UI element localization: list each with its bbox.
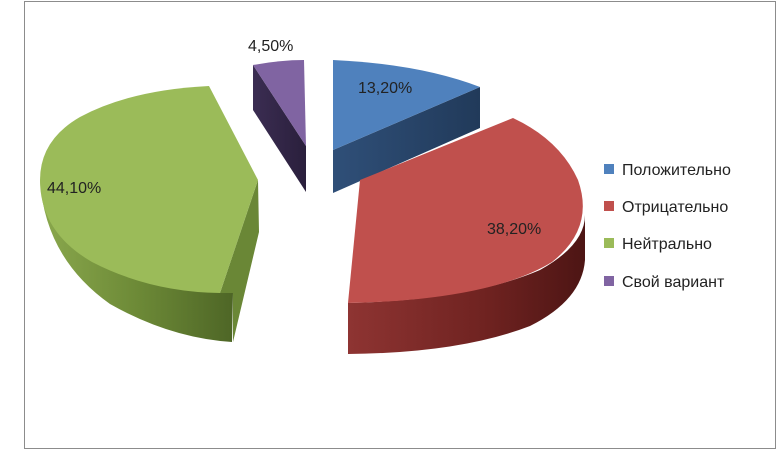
pie-slice-negative [348,118,585,354]
pie-slice-neutral-inner-wall [220,180,259,342]
legend-label-positive: Положительно [622,162,731,179]
data-label-negative: 38,20% [487,221,541,238]
pie-slice-neutral-top [40,86,258,293]
data-label-positive: 13,20% [358,80,412,97]
legend-swatch-negative [604,201,614,211]
legend-swatch-neutral [604,238,614,248]
pie-slice-own-variant [253,60,306,192]
pie-slice-positive-side [333,87,480,193]
legend-swatch-positive [604,164,614,174]
legend-label-neutral: Нейтрально [622,236,712,253]
data-label-neutral: 44,10% [47,180,101,197]
pie-slice-negative-side [348,215,585,354]
pie-slice-negative-top [348,118,583,303]
pie-slice-positive-top [333,60,480,150]
legend-swatch-own-variant [604,276,614,286]
data-label-own-variant: 4,50% [248,38,293,55]
legend-label-negative: Отрицательно [622,199,728,216]
pie-slice-positive [333,60,480,193]
pie-slice-own-variant-top [253,60,306,146]
pie-slice-own-variant-side [253,65,306,192]
pie-slice-neutral-side [40,180,233,342]
legend: Положительно Отрицательно Нейтрально Сво… [604,162,731,291]
legend-label-own-variant: Свой вариант [622,274,725,291]
pie-slice-neutral [40,86,259,342]
